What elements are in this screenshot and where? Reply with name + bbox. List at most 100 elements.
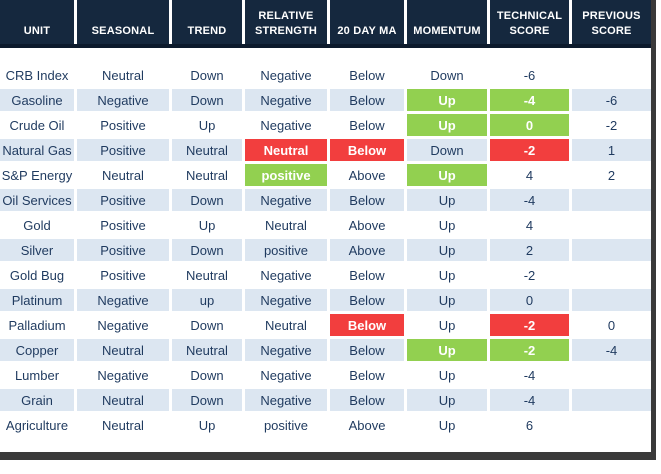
table-cell: Up [407,339,487,361]
table-cell: Negative [77,89,169,111]
table-cell: positive [245,239,327,261]
header-cell-previous-score: PREVIOUS SCORE [572,0,651,44]
table-cell: -2 [490,139,569,161]
unit-cell: Platinum [0,289,74,311]
table-cell: Below [330,289,404,311]
table-cell: Up [438,267,456,283]
table-cell: Neutral [265,317,307,333]
table-cell: 2 [490,239,569,261]
table-cell: Negative [77,289,169,311]
unit-cell: Oil Services [0,189,74,211]
table-cell: Below [349,267,385,283]
table-cell: Up [407,289,487,311]
unit-cell: Copper [0,339,74,361]
header-cell-trend: TREND [172,0,242,44]
header-cell-seasonal: SEASONAL [77,0,169,44]
table-cell: Positive [77,139,169,161]
table-cell: Above [348,167,386,183]
table-cell [572,289,651,311]
table-cell: Down [172,239,242,261]
table-cell: Down [407,139,487,161]
technical-score-table: UNIT SEASONAL TREND RELATIVE STRENGTH 20 DAY… [0,0,656,460]
table-cell: Up [438,217,456,233]
table-cell: 0 [490,289,569,311]
unit-cell: Grain [0,389,74,411]
unit-cell: Silver [0,239,74,261]
table-cell [572,64,651,86]
table-cell: Neutral [186,167,228,183]
table-cell: 2 [607,167,616,183]
header-spacer-row [0,48,651,64]
table-cell: 6 [525,417,534,433]
table-cell: Up [198,417,216,433]
table-cell: Neutral [172,339,242,361]
table-cell: Up [407,89,487,111]
table-cell: Down [190,367,224,383]
table-cell: Below [330,314,404,336]
table-cell: -2 [523,267,536,283]
table-cell [572,364,651,386]
table-cell: Down [172,189,242,211]
table-cell: -6 [523,67,536,83]
table-cell: Neutral [77,389,169,411]
unit-cell: S&P Energy [1,167,73,183]
table-cell: Neutral [186,267,228,283]
table-cell: -4 [572,339,651,361]
table-cell: 4 [525,217,534,233]
table-cell: Neutral [265,217,307,233]
table-cell: -6 [572,89,651,111]
table-cell: Neutral [102,67,144,83]
table-cell: Neutral [245,139,327,161]
table-cell: Negative [97,367,149,383]
unit-cell: Natural Gas [0,139,74,161]
table-cell: Down [172,389,242,411]
unit-cell: Gasoline [0,89,74,111]
table-cell: -4 [490,389,569,411]
unit-cell: Gold [23,217,51,233]
table-cell: Below [330,139,404,161]
table-cell: Negative [260,367,312,383]
table-cell: Neutral [172,139,242,161]
table-cell: Down [430,67,464,83]
table-cell: -4 [523,367,536,383]
table-cell: Negative [245,289,327,311]
table-cell: Below [330,89,404,111]
table-cell: Up [438,317,456,333]
table-cell: 1 [572,139,651,161]
header-cell-unit: UNIT [0,0,74,44]
table-cell: Below [330,389,404,411]
unit-cell: Palladium [8,317,66,333]
table-cell: Negative [245,339,327,361]
unit-cell: Lumber [14,367,60,383]
unit-cell: Gold Bug [9,267,65,283]
table-cell: -2 [605,117,618,133]
table-cell [572,239,651,261]
table-cell: Neutral [102,417,144,433]
table-cell: Positive [77,189,169,211]
table-cell: Up [407,389,487,411]
table-cell: Below [330,189,404,211]
table-cell: Down [190,317,224,333]
table-cell: Up [198,117,216,133]
table-cell: Up [198,217,216,233]
table-cell: Above [330,239,404,261]
table-cell: Down [190,67,224,83]
table-cell: Above [348,217,386,233]
table-cell [572,264,651,286]
table-cell: Above [348,417,386,433]
table-cell: Below [349,117,385,133]
table-cell: Below [349,367,385,383]
table-cell [572,189,651,211]
table-body: CRB Index Neutral Down Negative Below Down -6 G… [0,64,651,436]
table-cell: Below [330,339,404,361]
table-cell: Negative [260,267,312,283]
table-cell: Up [407,164,487,186]
table-cell: up [172,289,242,311]
table-cell: Up [407,239,487,261]
header-cell-technical-score: TECHNICAL SCORE [490,0,569,44]
table-cell: Positive [100,267,146,283]
unit-cell: Crude Oil [9,117,65,133]
table-cell: positive [245,164,327,186]
table-cell: -4 [490,89,569,111]
header-cell-momentum: MOMENTUM [407,0,487,44]
